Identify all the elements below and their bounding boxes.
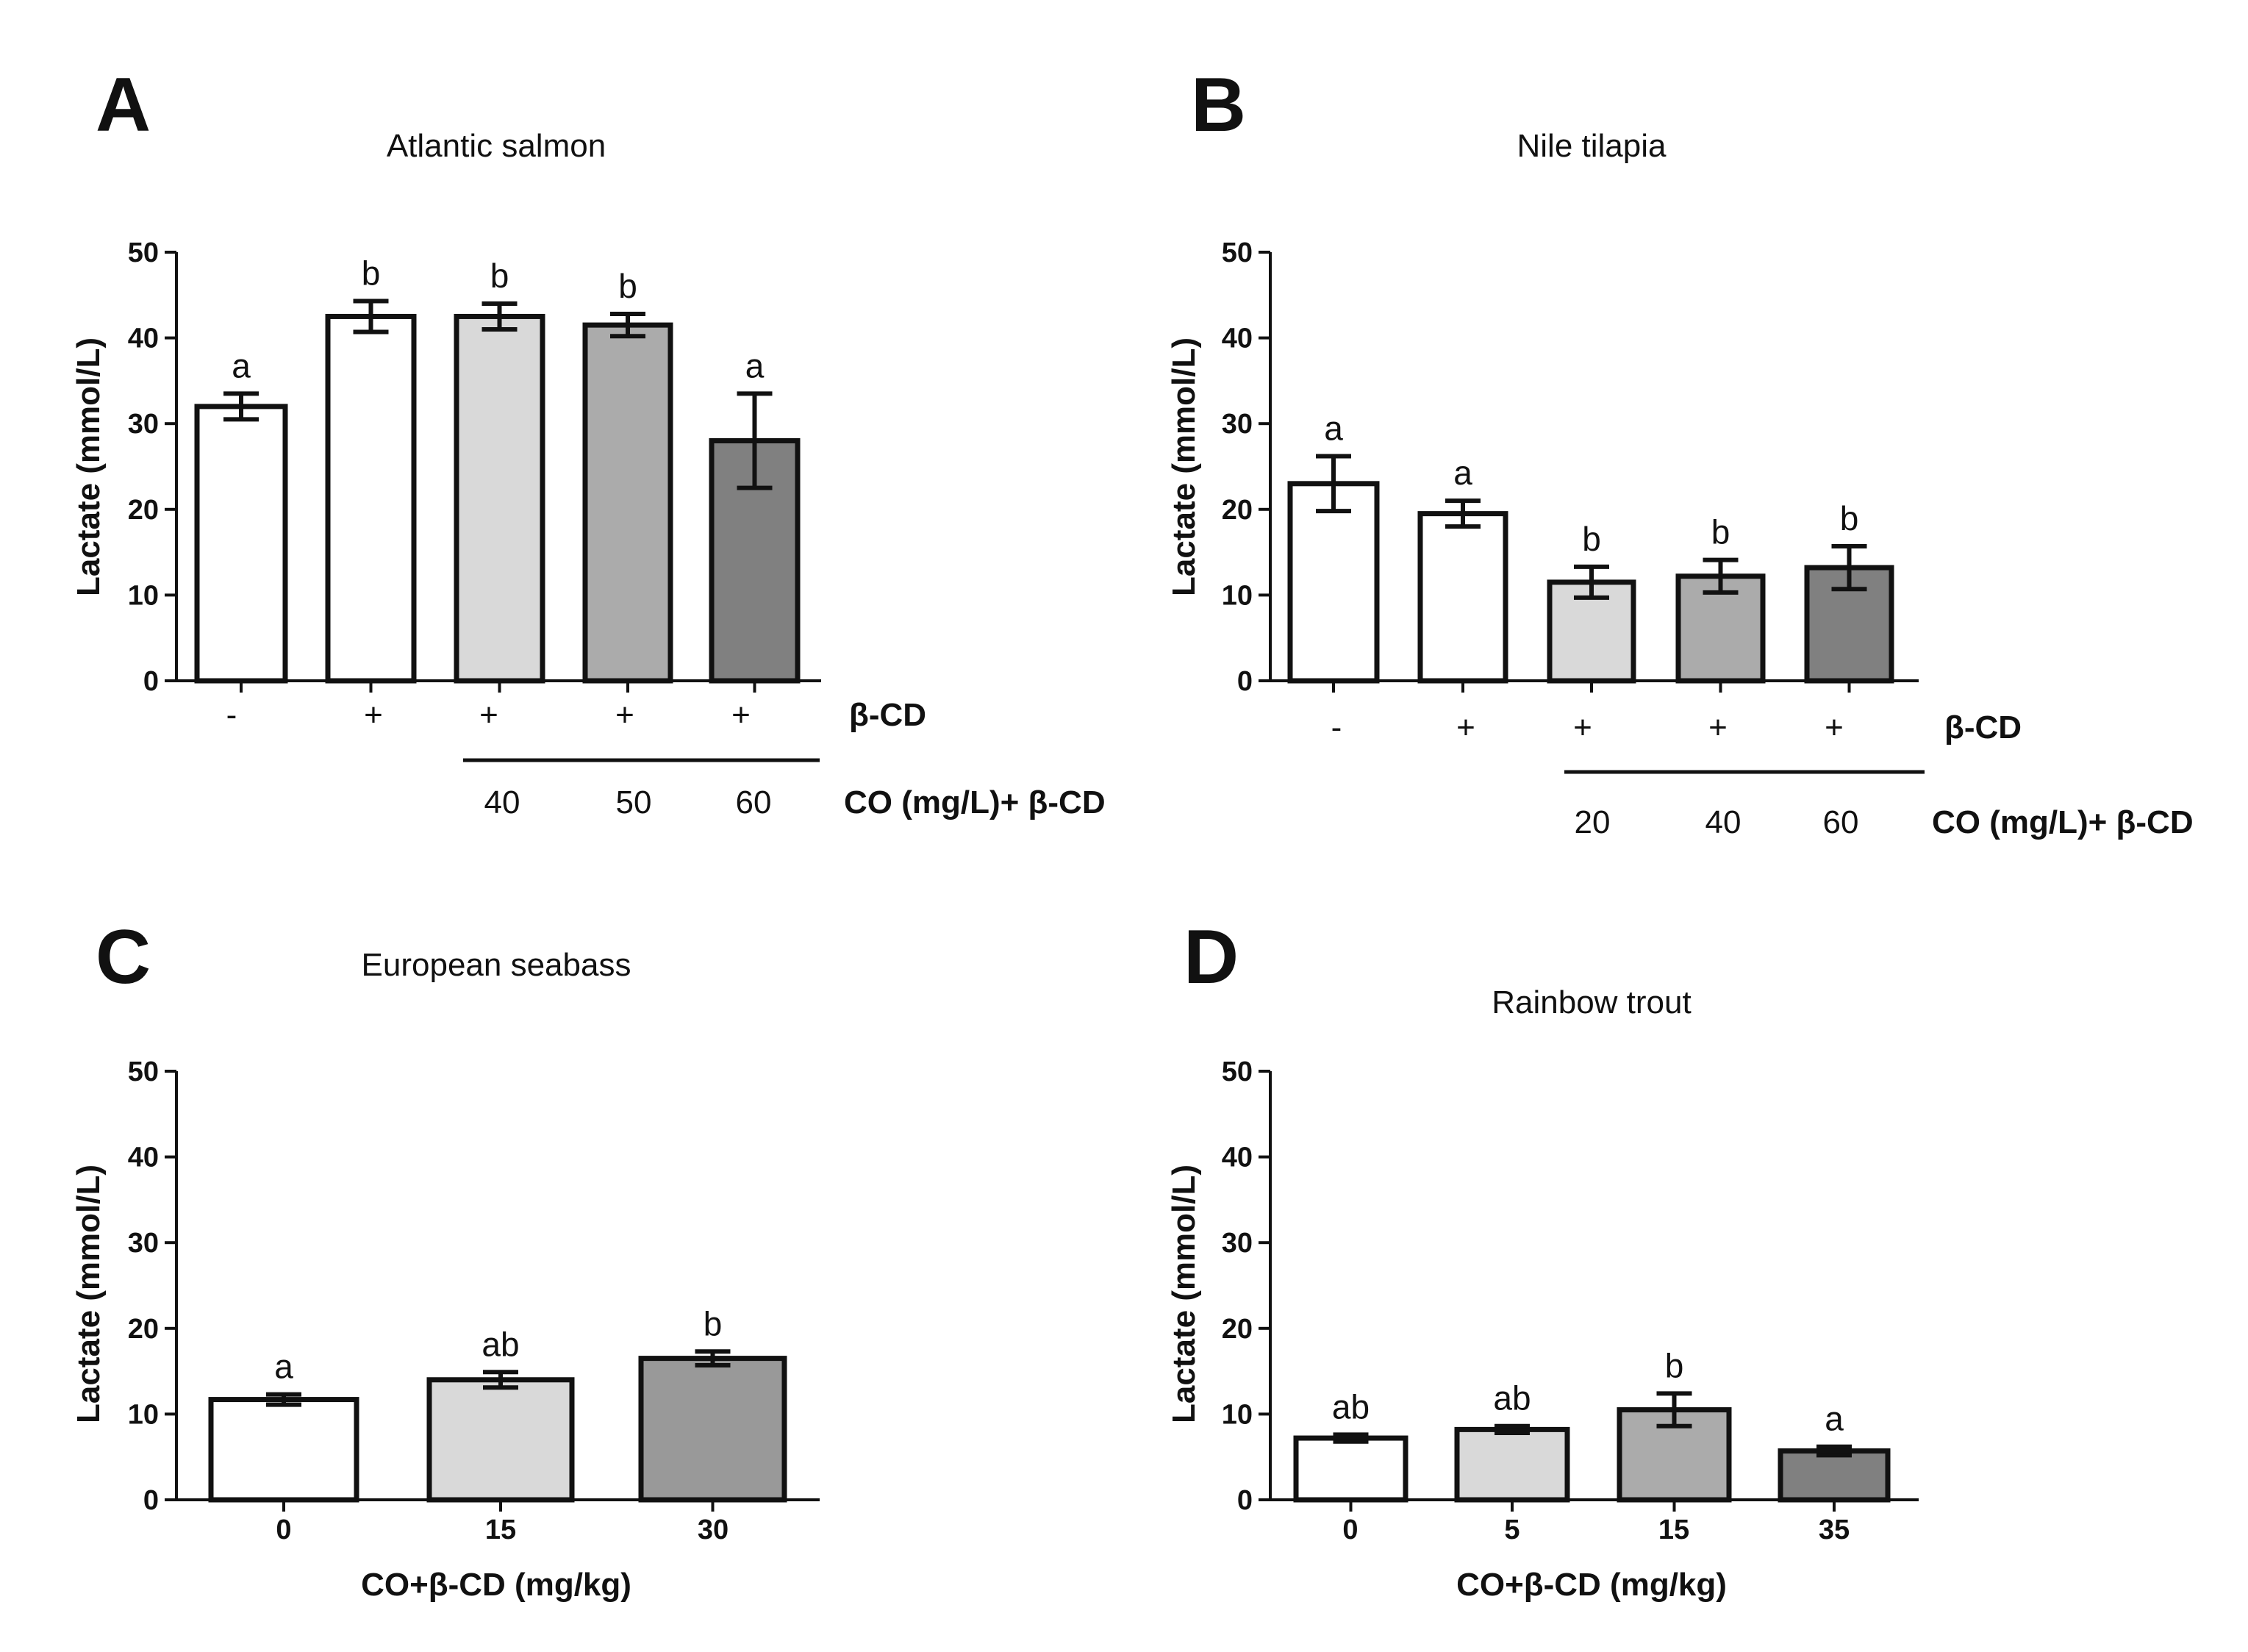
- y-tick-label: 10: [1222, 1399, 1253, 1430]
- y-tick-label: 40: [1222, 323, 1253, 354]
- chart-title: Nile tilapia: [1517, 128, 1667, 164]
- y-tick-label: 10: [128, 580, 159, 611]
- x-axis-title: CO+β-CD (mg/kg): [361, 1567, 631, 1603]
- x-category-label: +: [364, 697, 383, 733]
- y-tick-label: 50: [128, 237, 159, 268]
- x-category-label: +: [479, 697, 498, 733]
- y-axis-label: Lactate (mmol/L): [1166, 337, 1202, 596]
- x-category-label: 15: [1658, 1515, 1689, 1545]
- y-tick-label: 30: [128, 409, 159, 440]
- y-tick-label: 0: [143, 1485, 159, 1516]
- panel-b: B Nile tilapia Lactate (mmol/L) 0 10 20 30 4…: [1166, 62, 2194, 840]
- significance-letter: b: [1711, 513, 1730, 551]
- bar: [1417, 511, 1508, 684]
- bar: [454, 313, 545, 684]
- y-tick-label: 10: [1222, 580, 1253, 611]
- x-category-label: +: [1573, 709, 1592, 745]
- significance-letter: b: [1665, 1346, 1684, 1384]
- significance-letter: ab: [1332, 1387, 1370, 1426]
- panel-letter: B: [1191, 62, 1246, 148]
- y-tick-label: 20: [128, 1314, 159, 1345]
- y-axis-label: Lactate (mmol/L): [1166, 1165, 1202, 1423]
- dose-label: 40: [1705, 804, 1742, 840]
- y-tick-label: 50: [128, 1056, 159, 1087]
- x-category-label: -: [1331, 709, 1342, 745]
- bar: [325, 313, 417, 684]
- significance-letter: ab: [482, 1325, 519, 1363]
- significance-letter: a: [745, 346, 765, 385]
- bar: [638, 1356, 787, 1503]
- x-category-label: +: [1825, 709, 1844, 745]
- x-category-label: +: [1456, 709, 1475, 745]
- x-category-label: 0: [276, 1515, 291, 1545]
- chart-title: Atlantic salmon: [387, 128, 606, 164]
- y-tick-label: 20: [128, 495, 159, 526]
- x-category-label: 35: [1819, 1515, 1850, 1545]
- panel-c: C European seabass Lactate (mmol/L) CO+β…: [71, 915, 820, 1603]
- y-tick-label: 0: [1237, 666, 1253, 697]
- significance-letter: b: [490, 257, 509, 295]
- y-tick-label: 10: [128, 1399, 159, 1430]
- beta-cd-label: β-CD: [1944, 709, 2022, 745]
- dose-label: 60: [736, 784, 772, 820]
- x-category-label: -: [226, 697, 237, 733]
- y-tick-label: 30: [128, 1228, 159, 1259]
- significance-letter: a: [274, 1348, 293, 1386]
- y-axis-label: Lactate (mmol/L): [71, 337, 107, 596]
- panel-a: A Atlantic salmon Lactate (mmol/L) 0 10 20…: [71, 62, 1106, 820]
- significance-letter: b: [362, 254, 381, 292]
- x-category-label: 30: [698, 1515, 729, 1545]
- y-tick-label: 30: [1222, 409, 1253, 440]
- x-category-label: +: [615, 697, 634, 733]
- dose-axis-label: CO (mg/L)+ β-CD: [1932, 804, 2194, 840]
- bar: [1454, 1426, 1570, 1503]
- significance-letter: b: [704, 1304, 723, 1342]
- y-tick-label: 0: [1237, 1485, 1253, 1516]
- significance-letter: ab: [1493, 1379, 1531, 1417]
- bar: [1293, 1435, 1408, 1503]
- bar: [194, 404, 288, 684]
- panel-letter: C: [96, 915, 151, 1000]
- dose-label: 50: [616, 784, 652, 820]
- dose-label: 20: [1575, 804, 1611, 840]
- y-tick-label: 50: [1222, 1056, 1253, 1087]
- x-axis-title: CO+β-CD (mg/kg): [1456, 1567, 1727, 1603]
- y-tick-label: 30: [1222, 1228, 1253, 1259]
- significance-letter: b: [1840, 499, 1859, 537]
- significance-letter: b: [1582, 520, 1601, 558]
- y-tick-label: 20: [1222, 1314, 1253, 1345]
- chart-title: European seabass: [362, 947, 631, 983]
- dose-axis-label: CO (mg/L)+ β-CD: [844, 784, 1106, 820]
- panel-letter: D: [1184, 915, 1239, 1000]
- dose-label: 60: [1823, 804, 1859, 840]
- chart-title: Rainbow trout: [1492, 984, 1691, 1020]
- x-category-label: +: [731, 697, 751, 733]
- y-tick-label: 40: [128, 323, 159, 354]
- y-axis-label: Lactate (mmol/L): [71, 1165, 107, 1423]
- y-tick-label: 40: [128, 1143, 159, 1173]
- bar: [1778, 1448, 1891, 1503]
- y-tick-label: 50: [1222, 237, 1253, 268]
- y-tick-label: 40: [1222, 1143, 1253, 1173]
- x-category-label: +: [1708, 709, 1728, 745]
- dose-label: 40: [484, 784, 520, 820]
- significance-letter: a: [1453, 454, 1472, 492]
- x-category-label: 5: [1504, 1515, 1519, 1545]
- beta-cd-label: β-CD: [849, 697, 926, 733]
- y-tick-label: 20: [1222, 495, 1253, 526]
- significance-letter: b: [618, 267, 637, 305]
- bar: [426, 1377, 575, 1503]
- panel-letter: A: [96, 62, 151, 148]
- bar: [582, 322, 673, 684]
- bar: [208, 1397, 359, 1503]
- significance-letter: a: [1825, 1400, 1844, 1438]
- significance-letter: a: [1324, 410, 1343, 448]
- x-category-label: 0: [1342, 1515, 1358, 1545]
- panel-d: D Rainbow trout Lactate (mmol/L) CO+β-CD…: [1166, 915, 1919, 1603]
- x-category-label: 15: [485, 1515, 516, 1545]
- y-tick-label: 0: [143, 666, 159, 697]
- significance-letter: a: [232, 346, 251, 385]
